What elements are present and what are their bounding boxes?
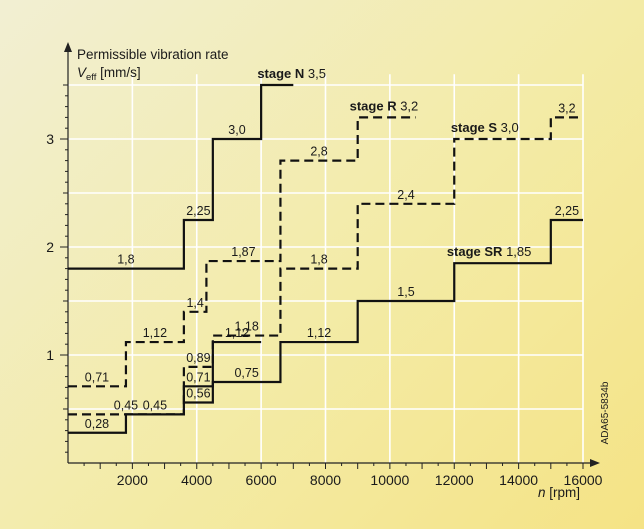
y-tick-label: 3 — [46, 131, 54, 147]
x-tick-label: 10000 — [370, 472, 409, 488]
watermark-code: ADA65-5834b — [600, 381, 611, 444]
y-axis-arrow — [64, 42, 72, 52]
stage-r-name-label: stage R 3,2 — [350, 98, 419, 113]
x-tick-label: 4000 — [181, 472, 212, 488]
stage-sr-name-label: stage SR 1,85 — [447, 244, 532, 259]
x-tick-label: 2000 — [117, 472, 148, 488]
stage-n-value-label: 2,25 — [186, 204, 210, 218]
y-axis-title: Permissible vibration rate — [77, 47, 229, 62]
stage-sr-value-label: 0,75 — [234, 366, 258, 380]
stage-r-value-label: 1,87 — [231, 245, 255, 259]
stage-sr-value-label: 1,5 — [397, 285, 414, 299]
stage-n-value-label: 0,45 — [143, 398, 167, 412]
stage-s-value-label: 3,2 — [558, 101, 575, 115]
y-tick-label: 1 — [46, 347, 54, 363]
stage-r-value-label: 2,8 — [310, 145, 327, 159]
stage-sr-line — [183, 218, 583, 404]
stage-r-value-label: 0,71 — [85, 370, 109, 384]
stage-r-line — [68, 116, 416, 388]
x-tick-label: 16000 — [564, 472, 603, 488]
stage-n-value-label: 0,71 — [186, 370, 210, 384]
stage-sr-value-label: 2,25 — [555, 204, 579, 218]
stage-n-value-label: 0,28 — [85, 417, 109, 431]
stage-s-value-label: 2,4 — [397, 188, 414, 202]
x-axis-arrow — [590, 459, 600, 467]
stage-n-value-label: 3,0 — [228, 123, 245, 137]
y-tick-label: 2 — [46, 239, 54, 255]
stage-s-value-label: 0,89 — [186, 351, 210, 365]
stage-s-value-label: 1,18 — [234, 320, 258, 334]
stage-s-line — [68, 116, 583, 416]
x-tick-label: 14000 — [499, 472, 538, 488]
stage-s-name-label: stage S 3,0 — [451, 120, 519, 135]
stage-r-value-label: 1,12 — [143, 326, 167, 340]
stage-n-value-label: 1,8 — [117, 253, 134, 267]
stage-s-value-label: 1,8 — [310, 253, 327, 267]
x-axis-label: n [rpm] — [538, 485, 580, 500]
x-tick-label: 8000 — [310, 472, 341, 488]
stage-sr-value-label: 0,56 — [186, 387, 210, 401]
x-tick-label: 6000 — [246, 472, 277, 488]
stage-s-value-label: 0,45 — [114, 398, 138, 412]
stage-n-name-label: stage N 3,5 — [257, 66, 326, 81]
stage-r-value-label: 1,4 — [186, 296, 203, 310]
y-axis-label: Veff [mm/s] — [77, 65, 141, 83]
x-tick-label: 12000 — [435, 472, 474, 488]
stage-sr-value-label: 1,12 — [307, 326, 331, 340]
